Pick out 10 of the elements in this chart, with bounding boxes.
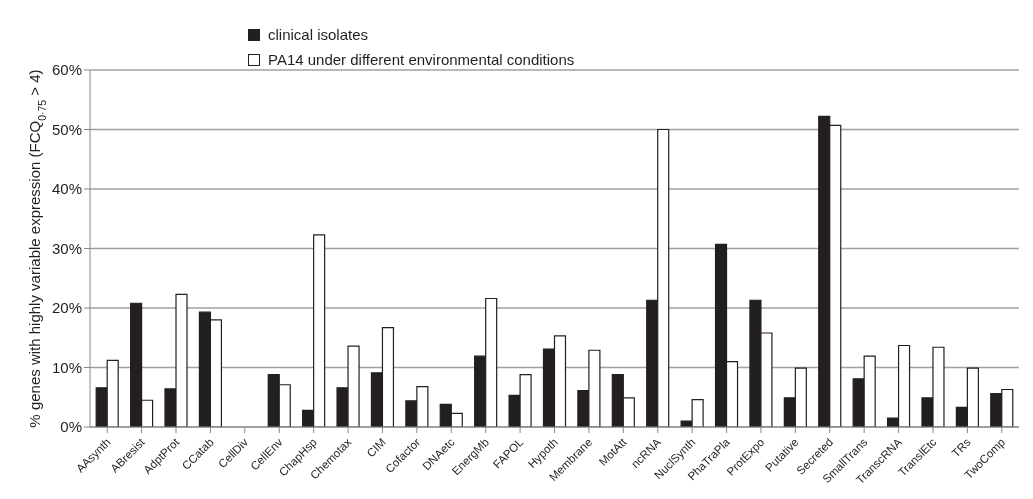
x-tick-label: CIM [364, 435, 388, 460]
y-tick-label: 50% [51, 120, 82, 138]
y-tick-label: 40% [51, 180, 82, 198]
y-tick-label: 20% [51, 299, 82, 317]
y-tick-label: 30% [51, 239, 82, 257]
y-tick-label: 10% [51, 358, 82, 376]
y-tick-label: 60% [51, 61, 82, 79]
legend-label: clinical isolates [268, 26, 369, 43]
y-tick-label: 0% [60, 418, 82, 436]
legend-label: PA14 under different environmental conditions [268, 51, 575, 68]
